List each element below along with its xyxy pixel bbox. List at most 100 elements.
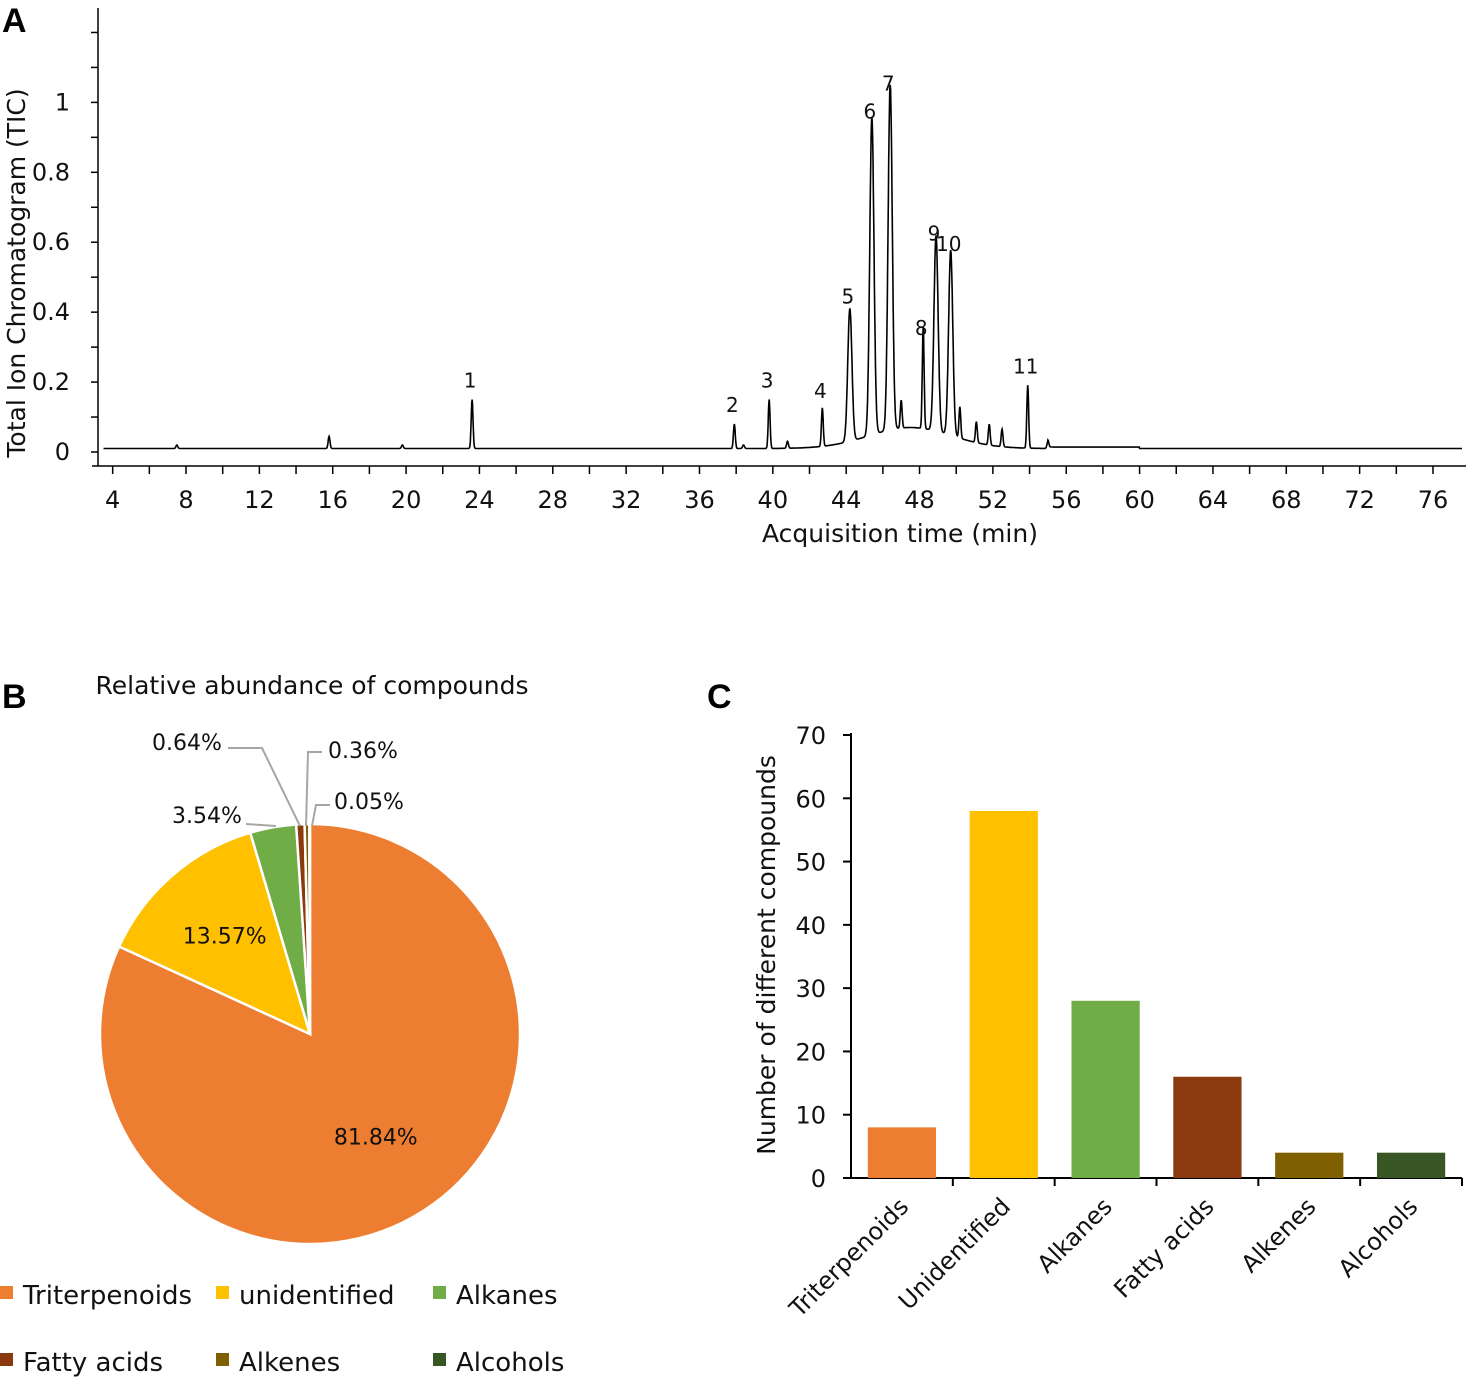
pie-title: Relative abundance of compounds bbox=[96, 671, 529, 700]
chromatogram-x-tick-label: 8 bbox=[178, 486, 193, 514]
legend-swatch bbox=[433, 1286, 446, 1299]
chromatogram-x-tick-label: 16 bbox=[317, 486, 348, 514]
bar-category-label: Alkenes bbox=[1236, 1192, 1322, 1278]
chromatogram-x-tick-label: 76 bbox=[1418, 486, 1449, 514]
chromatogram-x-tick-label: 12 bbox=[244, 486, 275, 514]
bar-category-label: Fatty acids bbox=[1108, 1192, 1219, 1303]
chromatogram-y-tick-label: 0 bbox=[55, 438, 70, 466]
bar-category-label: Triterpenoids bbox=[783, 1192, 914, 1323]
peak-label: 1 bbox=[464, 369, 477, 393]
legend-label: Alcohols bbox=[456, 1348, 564, 1378]
legend-label: Fatty acids bbox=[23, 1348, 163, 1378]
chromatogram-y-ticks: 0 0.2 0.4 0.6 0.8 1 bbox=[32, 31, 98, 466]
peak-label: 8 bbox=[915, 316, 928, 340]
bar bbox=[867, 1127, 937, 1178]
peak-label: 4 bbox=[814, 379, 827, 403]
chromatogram-x-tick-label: 4 bbox=[105, 486, 120, 514]
peak-label: 10 bbox=[936, 232, 961, 256]
peak-label: 11 bbox=[1013, 355, 1038, 379]
bar-series bbox=[867, 810, 1446, 1178]
chromatogram-x-tick-label: 24 bbox=[464, 486, 495, 514]
pie-leader-line bbox=[305, 751, 322, 827]
bar-panel: 0 10 20 30 40 50 60 70 TriterpenoidsUnidentifie… bbox=[752, 722, 1463, 1323]
legend-label: Triterpenoids bbox=[22, 1281, 192, 1311]
legend-swatch bbox=[216, 1353, 229, 1366]
chromatogram-axes bbox=[92, 8, 1466, 467]
pie-slice-label: 81.84% bbox=[334, 1126, 418, 1151]
pie-panel: Relative abundance of compounds 81.84% 13… bbox=[0, 671, 564, 1378]
legend-label: unidentified bbox=[239, 1281, 394, 1311]
bar-y-axis-title: Number of different compounds bbox=[752, 755, 781, 1155]
pie-labels: 81.84% 13.57% 3.54% 0.64% 0.36% 0.05% bbox=[152, 731, 418, 1151]
bar-category-label: Alcohols bbox=[1333, 1192, 1424, 1283]
peak-label: 3 bbox=[761, 369, 774, 393]
chromatogram-y-axis-title: Total Ion Chromatogram (TIC) bbox=[2, 88, 31, 458]
chromatogram-x-tick-label: 28 bbox=[538, 486, 569, 514]
chromatogram-x-tick-label: 60 bbox=[1124, 486, 1155, 514]
chromatogram-x-tick-label: 20 bbox=[391, 486, 422, 514]
chromatogram-y-tick-label: 0.2 bbox=[32, 368, 70, 396]
bar-y-tick-label: 0 bbox=[811, 1165, 826, 1193]
bar-y-tick-label: 20 bbox=[795, 1038, 826, 1066]
chromatogram-x-tick-label: 64 bbox=[1198, 486, 1229, 514]
pie-slice-label: 0.05% bbox=[334, 790, 404, 815]
chromatogram-trace bbox=[103, 84, 1462, 450]
pie-slice bbox=[308, 822, 312, 1035]
chromatogram-x-tick-label: 68 bbox=[1271, 486, 1302, 514]
chromatogram-panel: 00.20.40.60.81 4 8 12 16 20 24 28 32 36 40 44 48 52 5… bbox=[2, 8, 1466, 548]
chromatogram-x-tick-label: 52 bbox=[978, 486, 1009, 514]
bar bbox=[1173, 1076, 1242, 1178]
panel-letter-a: A bbox=[2, 2, 27, 40]
bar bbox=[1275, 1152, 1344, 1178]
legend-swatch bbox=[216, 1286, 229, 1299]
pie-leader-line bbox=[245, 823, 277, 827]
bar bbox=[1376, 1152, 1446, 1178]
pie-legend: Triterpenoids unidentified Alkanes Fatty ac… bbox=[0, 1281, 564, 1378]
legend-label: Alkenes bbox=[239, 1348, 340, 1378]
chromatogram-x-tick-label: 72 bbox=[1344, 486, 1375, 514]
bar-y-tick-label: 10 bbox=[795, 1102, 826, 1130]
bar-y-tick-label: 40 bbox=[795, 912, 826, 940]
chromatogram-x-ticks: 4 8 12 16 20 24 28 32 36 40 44 48 52 56 60 64 68 72 76 bbox=[105, 466, 1448, 514]
chromatogram-x-axis-title: Acquisition time (min) bbox=[762, 519, 1038, 548]
chromatogram-x-tick-label: 56 bbox=[1051, 486, 1082, 514]
peak-label: 9 bbox=[928, 222, 941, 246]
pie-slice-label: 0.64% bbox=[152, 731, 222, 756]
bar-y-ticks: 0 10 20 30 40 50 60 70 bbox=[795, 722, 851, 1193]
legend-swatch bbox=[0, 1286, 13, 1299]
peak-label: 6 bbox=[863, 99, 876, 123]
peak-label: 5 bbox=[841, 285, 854, 309]
chromatogram-x-tick-label: 40 bbox=[758, 486, 789, 514]
bar-y-tick-label: 60 bbox=[795, 785, 826, 813]
bar-y-tick-label: 50 bbox=[795, 849, 826, 877]
pie-slice bbox=[117, 831, 312, 1037]
panel-letter-b: B bbox=[2, 678, 27, 716]
pie-slices bbox=[98, 822, 522, 1246]
chromatogram-y-tick-label: 1 bbox=[55, 88, 70, 116]
peak-label: 2 bbox=[726, 393, 739, 417]
legend-label: Alkanes bbox=[456, 1281, 558, 1311]
chromatogram-x-tick-label: 44 bbox=[831, 486, 862, 514]
pie-slice-label: 3.54% bbox=[172, 804, 242, 829]
pie-slice-label: 13.57% bbox=[183, 925, 267, 950]
bar-category-label: Alkanes bbox=[1032, 1192, 1118, 1278]
pie-leader-line bbox=[228, 747, 301, 827]
bar bbox=[1071, 1000, 1140, 1178]
pie-slice-label: 0.36% bbox=[328, 739, 398, 764]
bar-axes bbox=[850, 733, 1463, 1186]
chromatogram-y-tick-label: 0.4 bbox=[32, 298, 70, 326]
chromatogram-y-tick-label: 0.6 bbox=[32, 228, 70, 256]
chromatogram-x-tick-label: 36 bbox=[684, 486, 715, 514]
legend-swatch bbox=[0, 1353, 13, 1366]
peak-label: 7 bbox=[882, 71, 895, 95]
panel-letter-c: C bbox=[707, 678, 732, 716]
bar-y-tick-label: 30 bbox=[795, 975, 826, 1003]
legend-swatch bbox=[433, 1353, 446, 1366]
bar bbox=[969, 810, 1038, 1178]
chromatogram-y-tick-label: 0.8 bbox=[32, 158, 70, 186]
pie-leader-line bbox=[311, 804, 330, 827]
chromatogram-x-tick-label: 32 bbox=[611, 486, 642, 514]
